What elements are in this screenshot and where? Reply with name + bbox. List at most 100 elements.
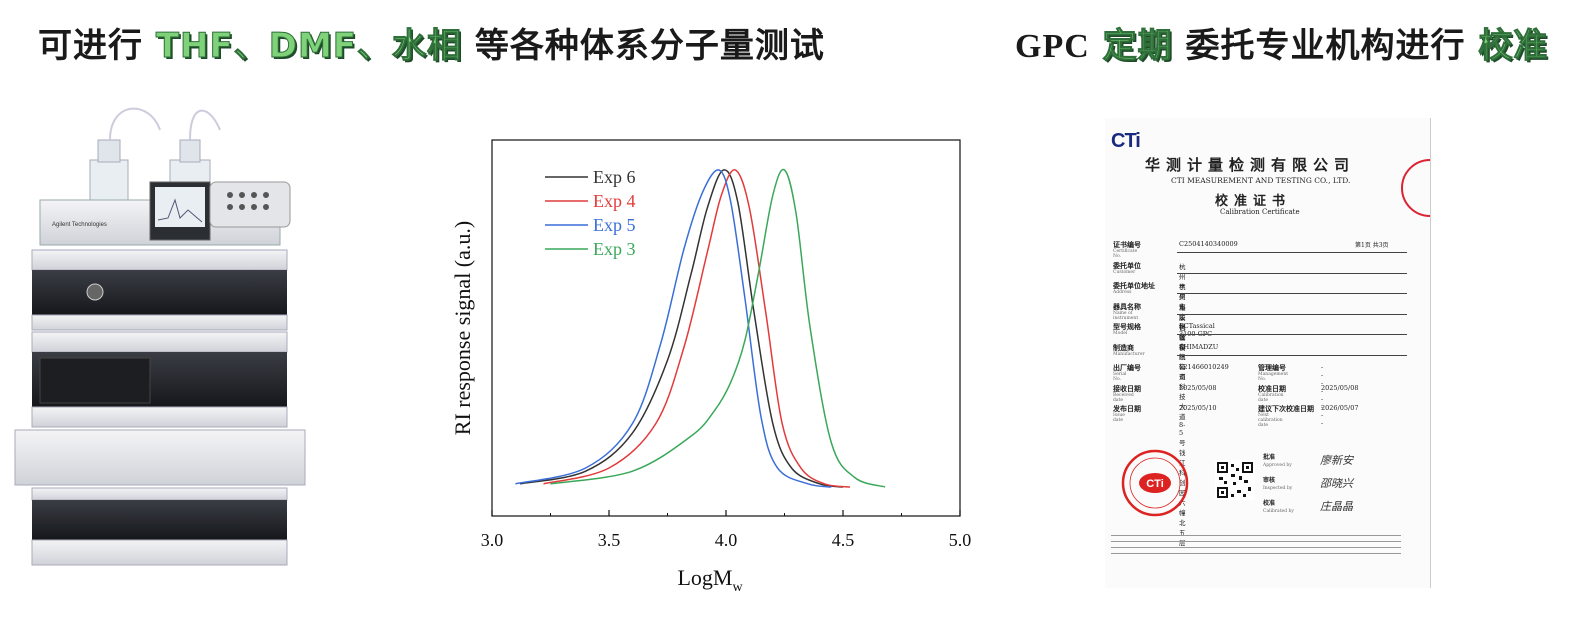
cert-row-line — [1177, 272, 1407, 274]
cert-row-sub-2: Management No. — [1258, 372, 1289, 382]
approved-name: 廖新安 — [1320, 454, 1353, 467]
cert-row-value-2: -------- — [1321, 363, 1324, 427]
cert-row-sub: Issue date — [1113, 413, 1125, 423]
cert-row-value: 2025/05/08 — [1179, 383, 1217, 392]
cert-row-value: 2025/05/10 — [1179, 404, 1217, 412]
cert-row-line — [1177, 313, 1407, 315]
x-tick-label: 4.0 — [715, 530, 738, 550]
solvent-bottles — [89, 107, 221, 201]
legend: Exp 6 Exp 4 Exp 5 Exp 3 — [545, 167, 636, 259]
legend-label: Exp 5 — [593, 215, 636, 235]
gpc-chart: 3.0 3.5 4.0 4.5 5.0 Exp 6 Exp 4 Exp 5 Exp 3 RI … — [450, 139, 972, 595]
x-tick-label: 4.5 — [832, 530, 855, 550]
cert-row-label-2: 建议下次校准日期 — [1258, 404, 1314, 413]
calibrated-by: 校准 Calibrated by — [1263, 498, 1294, 514]
cert-row-label: 证书编号 — [1113, 240, 1141, 249]
cert-title-cn: 校准证书 — [1215, 194, 1292, 209]
cert-row-line — [1177, 334, 1407, 335]
cert-row-line — [1177, 252, 1407, 253]
calibrated-label: 校准 — [1263, 500, 1276, 507]
headline-left: 可进行 THF、DMF、水相 等各种体系分子量测试 — [38, 18, 825, 67]
x-tick-label: 3.5 — [598, 530, 621, 550]
cert-row-label: 制造商 — [1113, 342, 1134, 352]
x-axis-label-sub: w — [732, 580, 743, 595]
cert-row-label: 接收日期 — [1113, 383, 1141, 393]
cert-row-sub-2: Next calibration date — [1258, 413, 1283, 428]
series-line-exp-4 — [543, 169, 851, 488]
x-axis-label-main: LogM — [677, 565, 732, 590]
cert-row-sub: Address — [1113, 290, 1132, 295]
approved-label: 批准 — [1263, 454, 1276, 461]
inspected-name: 邵晓兴 — [1320, 477, 1353, 490]
headline-left-suffix: 等各种体系分子量测试 — [474, 26, 825, 66]
approved-sub: Approved by — [1263, 463, 1292, 468]
headline-left-prefix: 可进行 — [38, 26, 143, 66]
headline-right-prefix: GPC — [1015, 28, 1090, 65]
cert-row-label-2: 校准日期 — [1258, 383, 1286, 393]
cert-row-value-2: 2025/05/08 — [1321, 383, 1359, 392]
x-tick-label: 5.0 — [949, 530, 972, 550]
x-ticks: 3.0 3.5 4.0 4.5 5.0 — [481, 510, 972, 550]
approved-by: 批准 Approved by — [1263, 452, 1292, 468]
calibrated-sub: Calibrated by — [1263, 509, 1294, 514]
cert-row-sub: Manufacturer — [1113, 351, 1145, 357]
cert-row-sub: Model — [1113, 331, 1128, 336]
gpc-instrument-image: Agilent Technologies — [14, 107, 306, 566]
cert-row-sub: Received date — [1113, 392, 1134, 403]
cert-row-label-2: 管理编号 — [1258, 363, 1286, 372]
y-axis-label: RI response signal (a.u.) — [450, 221, 475, 435]
cert-row-label: 委托单位地址 — [1113, 281, 1155, 290]
plot-frame — [491, 139, 961, 517]
headline-right-highlight-1: 定期 — [1102, 26, 1173, 67]
instrument-brand: Agilent Technologies — [52, 222, 107, 228]
x-tick-label: 3.0 — [481, 530, 504, 550]
cert-row-value: 杭州市余杭区余杭街道科技大道8-5号钱江科创园六幢北五层 — [1179, 283, 1186, 547]
cert-company-en: CTI MEASUREMENT AND TESTING CO., LTD. — [1171, 176, 1351, 185]
headline-right-highlight-2: 校准 — [1478, 26, 1549, 67]
legend-label: Exp 3 — [593, 239, 636, 259]
cert-row-value: C2504140340009 — [1179, 240, 1238, 248]
series-layer — [515, 168, 886, 488]
series-line-exp-6 — [519, 169, 844, 488]
calibrated-name: 庄晶晶 — [1320, 500, 1353, 513]
cert-row-sub-2: Calibration date — [1258, 392, 1284, 403]
legend-label: Exp 6 — [593, 167, 636, 187]
cert-row-value: 杭州宇昊化工科技有限公司 — [1179, 262, 1186, 381]
x-axis-label: LogMw — [677, 565, 743, 595]
cert-row-value: ECTassical 3100 GPC — [1179, 322, 1215, 338]
cert-row-line — [1177, 293, 1407, 294]
stamp-text: CTi — [1146, 478, 1164, 490]
cert-row-value: 凝胶色谱仪 — [1179, 303, 1186, 352]
cert-row-value: L21466010249 — [1179, 363, 1229, 371]
cert-footer-lines — [1111, 530, 1401, 554]
headline-right-middle: 委托专业机构进行 — [1185, 26, 1466, 66]
series-line-exp-5 — [515, 169, 832, 488]
inspected-sub: Inspected by — [1263, 486, 1293, 491]
legend-label: Exp 4 — [593, 191, 636, 211]
cert-row-value: SHIMADZU — [1179, 342, 1219, 351]
cert-row-line — [1177, 354, 1407, 356]
qr-code-icon — [1215, 460, 1255, 500]
cert-row-label: 器具名称 — [1113, 301, 1141, 311]
cert-row-sub: Customer — [1113, 269, 1136, 275]
inspected-label: 审核 — [1263, 477, 1276, 484]
inspected-by: 审核 Inspected by — [1263, 475, 1292, 491]
cert-row-label: 委托单位 — [1113, 260, 1141, 270]
cert-title-en: Calibration Certificate — [1220, 208, 1300, 216]
cert-row-label: 型号规格 — [1113, 322, 1141, 331]
cert-company-cn: 华测计量检测有限公司 — [1145, 156, 1356, 174]
cert-row-label: 出厂编号 — [1113, 363, 1141, 372]
series-line-exp-3 — [550, 168, 886, 488]
cert-row-sub: Name of instrument — [1113, 310, 1139, 321]
cert-logo: CTi — [1111, 130, 1141, 152]
cert-row-label: 发布日期 — [1113, 404, 1141, 413]
headline-left-highlight: THF、DMF、水相 — [155, 26, 462, 67]
headline-right: GPC 定期 委托专业机构进行 校准 — [1015, 18, 1548, 67]
cert-row-sub: Serial No. — [1113, 372, 1127, 382]
cert-row-value-2: 2026/05/07 — [1321, 404, 1359, 412]
stamp-top-right — [1401, 159, 1430, 217]
cert-row-sub: Certificate No. — [1113, 249, 1138, 259]
company-stamp: CTi — [1121, 449, 1189, 517]
calibration-certificate: CTi 华测计量检测有限公司 CTI MEASUREMENT AND TESTI… — [1105, 118, 1431, 588]
cert-page-number: 第1页 共3页 — [1355, 242, 1389, 249]
